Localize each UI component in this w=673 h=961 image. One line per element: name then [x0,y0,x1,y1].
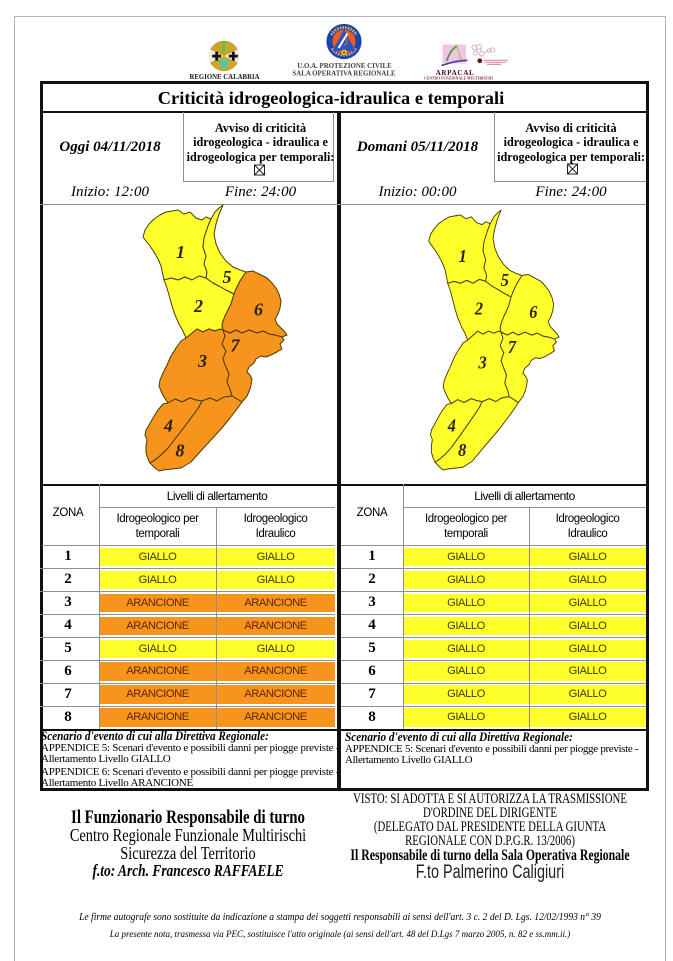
svg-text:4: 4 [163,415,173,435]
svg-text:8: 8 [458,440,467,460]
svg-text:8: 8 [176,440,185,460]
svg-text:SALA OPERATIVA REGIONALE: SALA OPERATIVA REGIONALE [292,71,396,78]
svg-text:6: 6 [254,299,263,319]
svg-text:1: 1 [176,242,185,262]
svg-text:3: 3 [197,351,207,371]
svg-text:2: 2 [474,299,484,319]
svg-text:ARPACAL: ARPACAL [436,69,475,77]
svg-text:U.O.A. PROTEZIONE CIVILE: U.O.A. PROTEZIONE CIVILE [297,63,392,70]
svg-text:7: 7 [508,338,518,358]
svg-text:4: 4 [447,416,456,436]
svg-text:2: 2 [193,296,203,316]
svg-text:1: 1 [459,246,467,266]
svg-text:CENTRO FUNZIONALE MULTIRISCHI: CENTRO FUNZIONALE MULTIRISCHI [424,76,493,80]
svg-text:3: 3 [478,353,488,373]
svg-text:5: 5 [501,271,510,291]
svg-text:REGIONE CALABRIA: REGIONE CALABRIA [189,74,259,81]
svg-text:5: 5 [223,267,232,287]
svg-text:7: 7 [231,335,241,355]
svg-text:6: 6 [529,302,538,322]
